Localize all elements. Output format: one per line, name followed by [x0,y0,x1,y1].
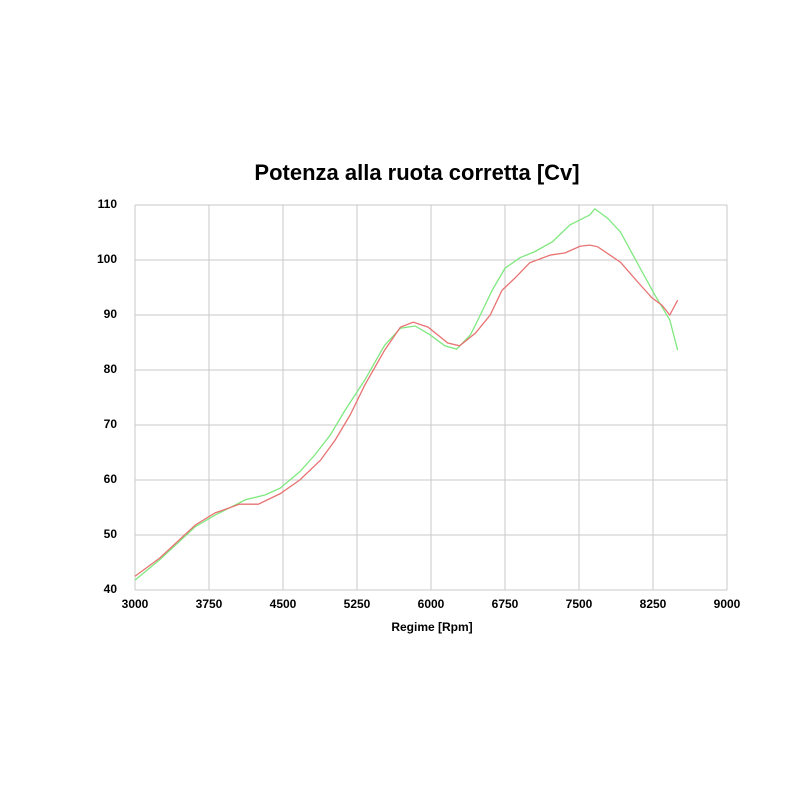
y-tick-label: 60 [104,472,118,486]
x-tick-label: 9000 [714,597,741,611]
x-tick-label: 4500 [270,597,297,611]
y-tick-label: 110 [98,197,118,211]
x-axis-label: Regime [Rpm] [391,620,472,634]
y-tick-label: 40 [104,582,118,596]
y-tick-label: 90 [104,307,118,321]
y-tick-label: 80 [104,362,118,376]
series-line [134,244,679,577]
x-tick-label: 5250 [344,597,371,611]
chart-title: Potenza alla ruota corretta [Cv] [254,160,579,185]
x-tick-label: 7500 [566,597,593,611]
y-tick-label: 70 [104,417,118,431]
y-tick-label: 100 [97,252,117,266]
x-tick-label: 3750 [196,597,223,611]
series-line [134,207,679,581]
x-tick-label: 6750 [492,597,519,611]
y-tick-label: 50 [104,527,118,541]
x-tick-label: 6000 [418,597,445,611]
x-tick-label: 8250 [640,597,667,611]
x-tick-label: 3000 [122,597,149,611]
